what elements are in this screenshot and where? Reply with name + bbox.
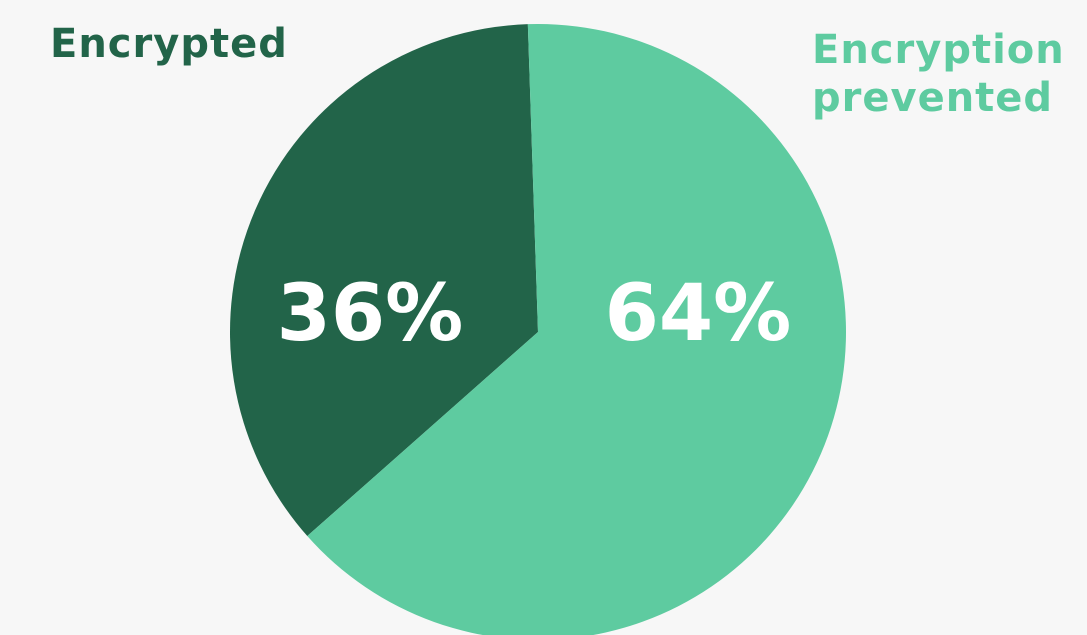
legend-label-encryption-prevented: Encryption prevented — [812, 27, 1065, 121]
pie-slice-encryption-prevented — [307, 24, 846, 635]
slice-value-label-encryption-prevented: 64% — [605, 269, 792, 359]
pie-slice-encrypted — [230, 24, 539, 537]
slice-value-label-encrypted: 36% — [277, 269, 464, 359]
legend-label-encrypted: Encrypted — [50, 21, 288, 67]
